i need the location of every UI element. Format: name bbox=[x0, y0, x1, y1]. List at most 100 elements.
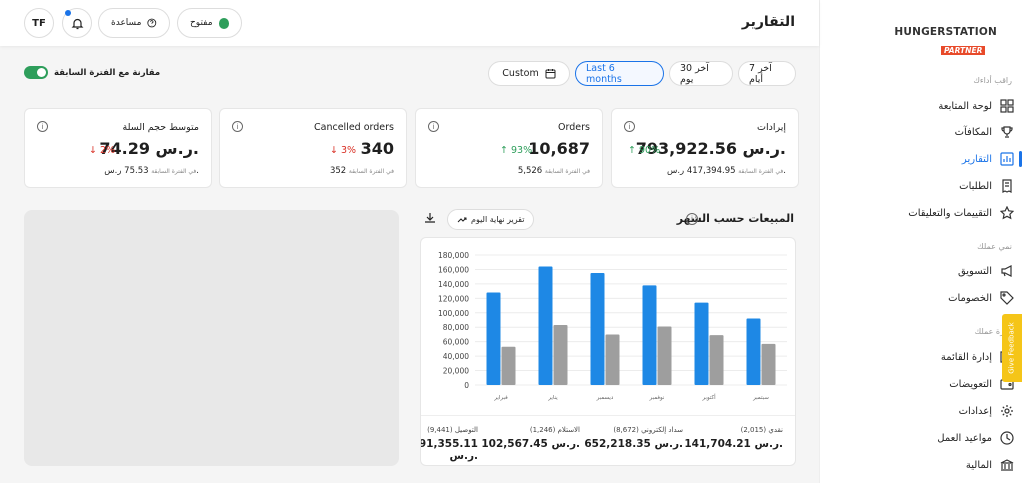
end-of-day-label: تقرير نهاية اليوم bbox=[471, 215, 525, 224]
sidebar-item-label: الطلبات bbox=[959, 180, 992, 192]
custom-label: Custom bbox=[502, 68, 539, 79]
sidebar-item-label: مواعيد العمل bbox=[937, 432, 992, 444]
megaphone-icon bbox=[1001, 265, 1012, 277]
sidebar-item-label: التعويضات bbox=[949, 378, 992, 390]
bell-icon bbox=[71, 18, 83, 29]
info-icon[interactable]: i bbox=[624, 121, 635, 132]
help-label: مساعدة bbox=[111, 18, 142, 28]
section-manage: إدارة عملك bbox=[974, 327, 1012, 336]
brand-logo[interactable]: HUNGERSTATION PARTNER bbox=[894, 26, 997, 57]
info-icon[interactable]: i bbox=[232, 121, 243, 132]
summary-cash: نقدي (2,015) 141,704.21 ر.س. bbox=[684, 426, 783, 450]
sidebar-item-dashboard[interactable]: لوحة المتابعة bbox=[834, 95, 1014, 117]
bar-chart-icon bbox=[1000, 152, 1014, 166]
filter-custom-button[interactable]: Custom bbox=[488, 61, 570, 86]
chart-bar[interactable] bbox=[590, 273, 605, 385]
chart-bar[interactable] bbox=[694, 302, 709, 385]
section-monitor: راقب أداءك bbox=[973, 76, 1012, 85]
kpi-delta: ↓ 2% bbox=[89, 145, 116, 156]
kpi-title: Cancelled orders bbox=[314, 122, 394, 133]
y-tick-label: 160,000 bbox=[438, 265, 469, 274]
star-icon bbox=[1000, 206, 1014, 220]
kpi-delta: ↑ 90% bbox=[628, 145, 661, 156]
help-button[interactable]: مساعدة bbox=[98, 8, 170, 38]
info-icon[interactable]: i bbox=[428, 121, 439, 132]
calendar-icon bbox=[545, 69, 556, 79]
question-icon bbox=[147, 18, 157, 28]
trophy-icon bbox=[1001, 126, 1013, 138]
x-tick-label: يناير bbox=[547, 395, 558, 401]
compare-toggle[interactable] bbox=[24, 66, 48, 79]
sidebar-item-settings[interactable]: إعدادات bbox=[834, 400, 1014, 422]
filter-last30-button[interactable]: آخر 30 يوم bbox=[669, 61, 733, 86]
y-tick-label: 180,000 bbox=[438, 251, 469, 260]
avatar[interactable]: TF bbox=[24, 8, 54, 38]
summary-pickup: الاستلام (1,246) 102,567.45 ر.س. bbox=[481, 426, 580, 450]
store-status-toggle[interactable]: مفتوح bbox=[177, 8, 242, 38]
chart-bar[interactable] bbox=[553, 325, 568, 385]
sidebar-item-label: المالية bbox=[965, 459, 992, 471]
x-tick-label: فبراير bbox=[493, 395, 508, 401]
kpi-previous: في الفترة السابقة 5,526 bbox=[517, 166, 590, 176]
chart-bar[interactable] bbox=[709, 335, 724, 385]
chart-bar[interactable] bbox=[486, 292, 501, 385]
sidebar-item-marketing[interactable]: التسويق bbox=[834, 260, 1014, 282]
info-icon[interactable]: i bbox=[37, 121, 48, 132]
sidebar-item-menu[interactable]: إدارة القائمة bbox=[834, 346, 1014, 368]
tag-icon bbox=[1000, 291, 1014, 305]
sidebar-item-label: إدارة القائمة bbox=[940, 351, 992, 363]
sidebar-item-label: الخصومات bbox=[948, 292, 992, 304]
x-tick-label: أكتوبر bbox=[701, 393, 716, 401]
sidebar-item-reviews[interactable]: التقييمات والتعليقات bbox=[834, 202, 1014, 224]
sidebar-item-discounts[interactable]: الخصومات bbox=[834, 287, 1014, 309]
sidebar-item-finance[interactable]: المالية bbox=[834, 454, 1014, 476]
active-indicator bbox=[1019, 151, 1022, 167]
feedback-label: Give Feedback bbox=[1007, 322, 1016, 374]
sales-chart-card: 0 20,000 40,000 60,000 80,000 100,000 120,000 1… bbox=[420, 237, 796, 466]
filter-last7-button[interactable]: آخر 7 أيام bbox=[738, 61, 796, 86]
notifications-button[interactable] bbox=[62, 8, 92, 38]
bank-icon bbox=[1000, 459, 1014, 471]
sidebar-item-hours[interactable]: مواعيد العمل bbox=[834, 427, 1014, 449]
grid-icon bbox=[1000, 99, 1014, 113]
kpi-delta: ↓ 3% bbox=[330, 145, 357, 156]
sidebar-item-orders[interactable]: الطلبات bbox=[834, 175, 1014, 197]
chart-bar[interactable] bbox=[746, 318, 761, 385]
chart-bar[interactable] bbox=[538, 266, 553, 385]
kpi-previous: في الفترة السابقة 417,394.95 ر.س. bbox=[666, 166, 786, 176]
sidebar-item-label: لوحة المتابعة bbox=[938, 100, 992, 112]
chart-bar[interactable] bbox=[605, 334, 620, 385]
sidebar-item-label: المكافآت bbox=[954, 126, 992, 138]
x-tick-label: سبتمبر bbox=[752, 395, 769, 401]
payment-summary: نقدي (2,015) 141,704.21 ر.س. سداد إلكترو… bbox=[421, 415, 795, 465]
summary-online: سداد إلكتروني (8,672) 652,218.35 ر.س. bbox=[584, 426, 683, 450]
kpi-card-orders: Orders i 10,687 ↑ 93% في الفترة السابقة … bbox=[415, 108, 603, 188]
sidebar: HUNGERSTATION PARTNER راقب أداءك لوحة ال… bbox=[819, 0, 1024, 483]
y-tick-label: 140,000 bbox=[438, 280, 469, 289]
kpi-value: 10,687 bbox=[528, 139, 590, 158]
sidebar-item-reports[interactable]: التقارير bbox=[834, 148, 1014, 170]
kpi-card-cancelled: Cancelled orders i 340 ↓ 3% في الفترة ال… bbox=[219, 108, 407, 188]
sidebar-item-rewards[interactable]: المكافآت bbox=[834, 121, 1014, 143]
filter-last6m-button[interactable]: Last 6 months bbox=[575, 61, 664, 86]
kpi-value: 340 bbox=[360, 139, 394, 158]
kpi-previous: في الفترة السابقة 352 bbox=[329, 166, 394, 176]
info-icon[interactable]: i bbox=[686, 213, 698, 225]
kpi-card-basket: متوسط حجم السلة i 74.29 ر.س. ↓ 2% في الف… bbox=[24, 108, 212, 188]
chart-bar[interactable] bbox=[657, 326, 672, 386]
download-icon[interactable] bbox=[423, 211, 437, 225]
y-tick-label: 40,000 bbox=[443, 352, 469, 361]
sidebar-item-compensation[interactable]: التعويضات bbox=[834, 373, 1014, 395]
end-of-day-report-button[interactable]: تقرير نهاية اليوم bbox=[447, 209, 535, 230]
give-feedback-button[interactable]: Give Feedback bbox=[1002, 314, 1022, 382]
sidebar-item-label: إعدادات bbox=[958, 405, 992, 417]
chart-title: المبيعات حسب الشهر bbox=[676, 212, 794, 225]
page-title: التقارير bbox=[741, 14, 795, 30]
chart-bar[interactable] bbox=[761, 343, 776, 385]
trend-icon bbox=[457, 217, 467, 222]
chart-bar[interactable] bbox=[642, 285, 657, 385]
chart-bar[interactable] bbox=[501, 346, 516, 385]
brand-name: HUNGERSTATION bbox=[894, 26, 997, 38]
kpi-title: Orders bbox=[558, 122, 590, 133]
